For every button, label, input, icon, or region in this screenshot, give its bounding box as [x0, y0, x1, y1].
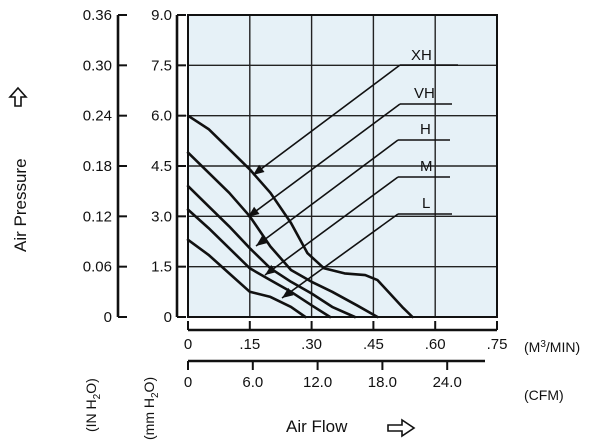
x-tick-label-cfm: 0: [184, 374, 192, 391]
leader-line-xh: [252, 64, 401, 176]
y-tick-label-inh2o: 0.06: [83, 259, 112, 276]
x-tick-label-m3min: 0: [184, 336, 192, 353]
series-label-l: L: [422, 195, 430, 212]
leader-line-h: [255, 139, 399, 247]
leader-arrowhead-vh: [248, 206, 260, 217]
x-tick-label-m3min: .30: [301, 336, 322, 353]
y-tick-label-mmh2o: 7.5: [151, 57, 172, 74]
up-arrow-icon: [8, 86, 28, 107]
y-tick-label-inh2o: 0.12: [83, 208, 112, 225]
x-axis-title: Air Flow: [286, 417, 348, 436]
leader-arrowhead-xh: [253, 164, 265, 175]
axis-layer: 01.53.04.56.07.59.000.060.120.180.240.30…: [83, 7, 508, 391]
y-unit-mmh2o: (mm H2O): [141, 377, 161, 440]
y-tick-label-mmh2o: 0: [164, 309, 172, 326]
y-tick-label-mmh2o: 4.5: [151, 158, 172, 175]
y-unit-inh2o: (IN H2O): [83, 378, 103, 432]
x-unit-cfm: (CFM): [524, 387, 564, 403]
leader-line-m: [264, 176, 399, 276]
x-unit-m3min: (M3/MIN): [524, 339, 580, 355]
curve-xh: [186, 114, 414, 319]
y-tick-label-inh2o: 0.18: [83, 158, 112, 175]
x-tick-label-cfm: 18.0: [368, 374, 397, 391]
leader-arrowhead-l: [282, 287, 294, 298]
x-tick-label-m3min: .45: [363, 336, 384, 353]
y-axis-title: Air Pressure: [11, 158, 30, 252]
leader-line-l: [281, 213, 399, 299]
y-tick-label-mmh2o: 9.0: [151, 7, 172, 24]
curve-m: [186, 208, 332, 319]
x-tick-label-cfm: 6.0: [242, 374, 263, 391]
y-tick-label-mmh2o: 1.5: [151, 259, 172, 276]
y-tick-label-inh2o: 0.30: [83, 57, 112, 74]
curve-l: [186, 238, 307, 319]
x-tick-label-cfm: 24.0: [433, 374, 462, 391]
x-tick-label-m3min: .75: [487, 336, 508, 353]
y-tick-label-inh2o: 0: [104, 309, 112, 326]
series-label-h: H: [420, 121, 431, 138]
x-tick-label-m3min: .15: [239, 336, 260, 353]
curve-vh: [186, 151, 379, 319]
right-arrow-icon: [387, 418, 416, 438]
y-tick-label-mmh2o: 6.0: [151, 108, 172, 125]
x-tick-label-cfm: 12.0: [303, 374, 332, 391]
leader-arrowhead-m: [265, 264, 277, 275]
series-label-xh: XH: [411, 47, 432, 64]
y-tick-label-mmh2o: 3.0: [151, 208, 172, 225]
label-layer: XH VH H M L: [247, 47, 458, 299]
series-label-m: M: [420, 158, 433, 175]
leader-arrowhead-h: [256, 235, 268, 246]
leader-line-vh: [247, 103, 401, 218]
y-tick-label-inh2o: 0.36: [83, 7, 112, 24]
series-label-vh: VH: [414, 85, 435, 102]
x-tick-label-m3min: .60: [425, 336, 446, 353]
y-tick-label-inh2o: 0.24: [83, 108, 112, 125]
plot-frame: [187, 14, 498, 318]
